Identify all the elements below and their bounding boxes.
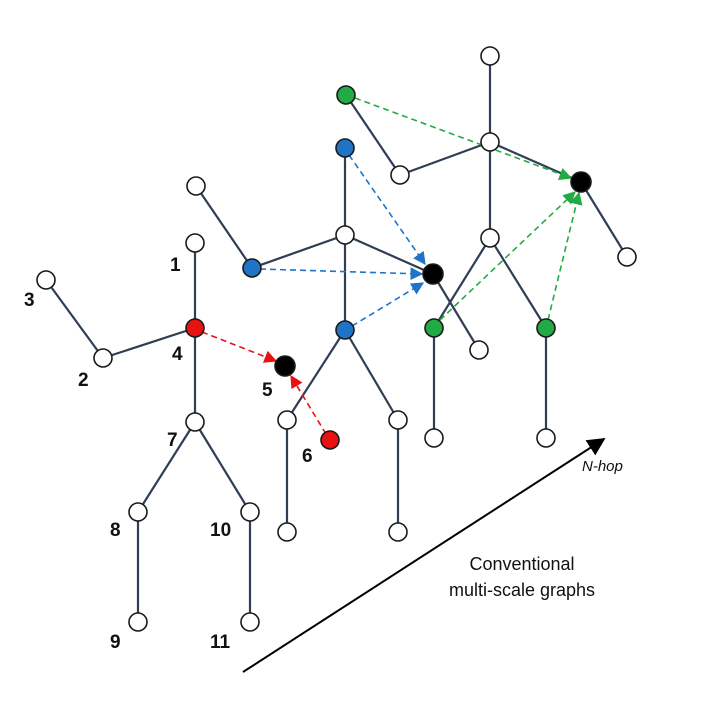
label-node-7: 7 [167,430,178,451]
label-node-8: 8 [110,520,121,541]
label-node-10: 10 [210,520,231,541]
node [388,410,408,430]
node-9 [128,612,148,632]
skeleton-front-nodes [36,233,340,632]
arrow-4-to-5 [201,331,278,363]
label-node-5: 5 [262,380,273,401]
node-10 [240,502,260,522]
label-node-11: 11 [210,632,231,653]
node [480,228,500,248]
node-11 [240,612,260,632]
node [277,522,297,542]
node-3 [36,270,56,290]
node [186,176,206,196]
node-1 [185,233,205,253]
skeleton-middle-nodes [186,138,489,542]
arrow-green-top [354,97,573,181]
node [388,522,408,542]
node-blue [335,320,355,340]
node-2 [93,348,113,368]
node [480,46,500,66]
n-hop-axis-arrow [242,438,606,673]
node [536,428,556,448]
node [424,428,444,448]
node [277,410,297,430]
node-black [570,171,592,193]
node [617,247,637,267]
node-green [336,85,356,105]
node-blue [242,258,262,278]
node-blue [335,138,355,158]
node-5 [274,355,296,377]
node-7 [185,412,205,432]
node [480,132,500,152]
skeleton-back-edges [345,56,628,438]
arrow-blue-left [259,267,424,281]
arrow-blue-bottom [351,282,425,327]
label-node-2: 2 [78,370,89,391]
node-4 [185,318,205,338]
node-green [536,318,556,338]
node [469,340,489,360]
caption-line-2: multi-scale graphs [449,580,595,600]
node-green [424,318,444,338]
label-node-3: 3 [24,290,35,311]
label-node-4: 4 [172,344,183,365]
blue-aggregation-arrows [259,154,426,327]
green-aggregation-arrows [354,97,583,321]
skeleton-back-nodes [336,46,637,448]
node-labels: 1 2 3 4 5 6 7 8 9 10 11 [24,255,313,653]
label-node-6: 6 [302,446,313,467]
node-black [422,263,444,285]
caption-line-1: Conventional [469,554,574,574]
node-6 [320,430,340,450]
label-node-1: 1 [170,255,181,276]
arrow-blue-top [348,154,426,266]
skeleton-front-edges [45,243,252,622]
red-aggregation-arrows [201,331,327,435]
skeleton-middle-edges [195,148,480,532]
arrow-6-to-5 [290,374,327,435]
node [390,165,410,185]
arrow-green-left [439,191,576,321]
label-node-9: 9 [110,632,121,653]
node [335,225,355,245]
n-hop-label: N-hop [582,458,623,475]
node-8 [128,502,148,522]
arrow-green-right [547,191,583,321]
